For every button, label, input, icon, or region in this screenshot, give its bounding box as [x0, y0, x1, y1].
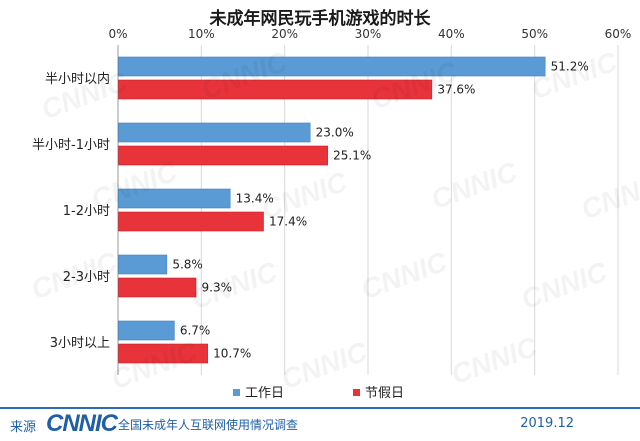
bar-chart: 0% 10% 20% 30% 40% 50% 60% 半小时以内 51.2% 37.6% 半小时-1… — [32, 27, 632, 401]
chart-title: 未成年网民玩手机游戏的时长 — [209, 9, 431, 29]
bar-holiday — [118, 277, 197, 298]
bar-holiday — [118, 343, 208, 364]
bar-holiday — [118, 211, 264, 232]
x-tick-label: 20% — [271, 27, 298, 41]
data-label: 17.4% — [269, 215, 307, 229]
footer-survey-name: 全国未成年人互联网使用情况调查 — [118, 418, 299, 432]
bar-workday — [118, 122, 311, 143]
legend-swatch — [233, 389, 240, 396]
footer: 来源 CNNIC 全国未成年人互联网使用情况调查 2019.12 — [0, 407, 640, 441]
data-label: 13.4% — [236, 192, 274, 206]
x-tick-label: 50% — [521, 27, 548, 41]
category-label: 半小时-1小时 — [32, 138, 110, 153]
legend-label: 节假日 — [365, 386, 404, 401]
legend-label: 工作日 — [245, 386, 284, 401]
category-label: 1-2小时 — [63, 204, 110, 219]
data-label: 9.3% — [202, 281, 233, 295]
data-label: 10.7% — [213, 347, 251, 361]
data-label: 23.0% — [316, 126, 354, 140]
data-label: 37.6% — [437, 83, 475, 97]
bar-holiday — [118, 79, 433, 100]
category-label: 3小时以上 — [50, 336, 110, 351]
data-label: 5.8% — [172, 258, 203, 272]
legend-swatch — [353, 389, 360, 396]
category-label: 半小时以内 — [45, 71, 110, 87]
cnnic-logo: CNNIC — [46, 410, 118, 437]
footer-divider — [0, 407, 640, 409]
x-tick-label: 40% — [438, 27, 465, 41]
bar-workday — [118, 254, 168, 275]
bar-workday — [118, 320, 175, 341]
category-label: 2-3小时 — [63, 270, 110, 285]
bar-workday — [118, 56, 546, 77]
footer-date: 2019.12 — [520, 416, 574, 431]
x-tick-label: 10% — [188, 27, 215, 41]
x-tick-label: 60% — [605, 27, 632, 41]
x-tick-label: 0% — [108, 27, 127, 41]
data-label: 25.1% — [333, 149, 371, 163]
data-label: 6.7% — [180, 324, 211, 338]
bar-holiday — [118, 145, 328, 166]
footer-source-label: 来源 — [10, 420, 37, 435]
bar-workday — [118, 188, 231, 209]
data-label: 51.2% — [551, 60, 589, 74]
x-tick-label: 30% — [355, 27, 382, 41]
